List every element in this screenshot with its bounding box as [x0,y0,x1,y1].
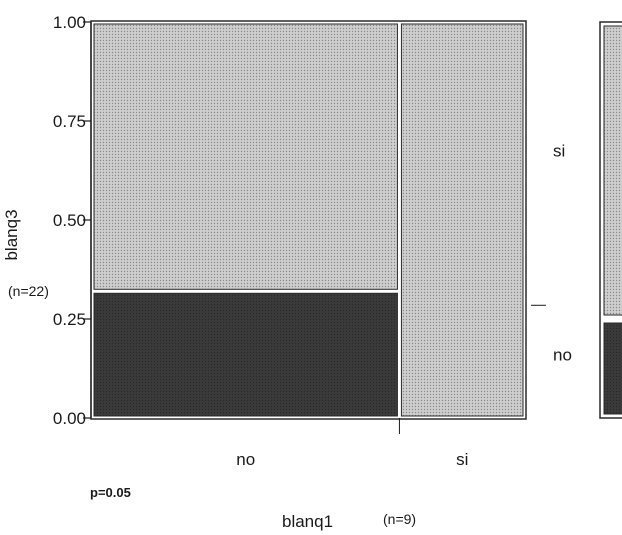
y-count-label: (n=22) [8,283,49,299]
y-tick-label: 1.00 [53,13,86,32]
right-label-si: si [553,142,565,161]
right-label-no: no [553,346,572,365]
legend: si no [531,21,622,419]
y-tick-label: 0.75 [53,112,86,131]
legend-swatch-no [603,322,622,415]
y-tick-label: 0.25 [53,310,86,329]
x-tick-label-si: si [456,450,468,469]
x-tick-label-no: no [236,450,255,469]
p-value-label: p=0.05 [90,485,131,500]
tile-no-no [93,292,398,417]
y-tick-label: 0.00 [53,409,86,428]
tile-no-si [93,23,398,290]
x-count-label: (n=9) [383,511,416,527]
x-axis: no si [236,418,468,469]
y-axis-title: blanq3 [2,209,21,260]
tile-si-si [400,23,524,417]
y-tick-label: 0.50 [53,211,86,230]
legend-swatch-si [603,25,622,316]
x-axis-title: blanq1 [282,512,333,531]
mosaic-tiles [90,20,527,420]
y-axis: 0.00 0.25 0.50 0.75 1.00 [53,13,92,428]
